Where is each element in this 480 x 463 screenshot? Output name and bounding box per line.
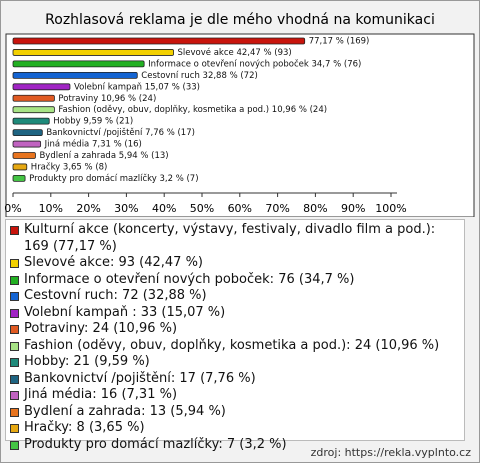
bar [12,49,174,56]
legend-item: Bydlení a zahrada: 13 (5,94 %) [10,404,460,421]
bar [12,129,43,137]
legend-text: Bydlení a zahrada: 13 (5,94 %) [24,403,226,419]
legend-item: Informace o otevření nových poboček: 76 … [10,272,460,289]
bar [12,174,26,182]
legend: Kulturní akce (koncerty, výstavy, festiv… [5,219,465,452]
bar [12,106,55,114]
bar [12,140,42,148]
legend-item: Slevové akce: 93 (42,47 %) [10,255,460,272]
x-tick-label: 100% [375,202,406,215]
bar-label: Hobby 9,59 % (21) [53,117,133,127]
legend-text: Slevové akce: 93 (42,47 %) [24,255,204,270]
legend-swatch [10,440,19,450]
bar-label: Potraviny 10,96 % (24) [58,94,156,104]
bar-label: Volební kampaň 15,07 % (33) [74,81,200,92]
legend-item: Hobby: 21 (9,59 %) [10,354,460,371]
bar-label: Jiná média 7,31 % (16) [44,139,142,150]
bar-label: 77,17 % (169) [309,37,370,47]
bar [12,83,71,91]
bar-label: Cestovní ruch 32,88 % (72) [141,71,258,81]
legend-text: Hobby: 21 (9,59 %) [24,354,150,369]
bar [12,117,50,125]
legend-item: Cestovní ruch: 72 (32,88 %) [10,288,460,305]
bar [12,60,145,68]
legend-item: Bankovnictví /pojištění: 17 (7,76 %) [10,371,460,388]
legend-swatch [10,226,19,235]
bar-label: Bydlení a zahrada 5,94 % (13) [39,151,168,161]
chart-title: Rozhlasová reklama je dle mého vhodná na… [45,12,435,28]
x-tick-label: 20% [76,202,100,215]
legend-item: Volební kampaň : 33 (15,07 %) [10,305,460,322]
x-tick-label: 50% [190,202,214,215]
x-tick-label: 0% [4,202,21,215]
legend-swatch [10,325,19,334]
bar-label: Informace o otevření nových poboček 34,7… [148,58,361,69]
legend-text: Kulturní akce (koncerty, výstavy, festiv… [24,222,436,254]
bar [12,94,55,102]
chart: Rozhlasová reklama je dle mého vhodná na… [4,12,475,217]
legend-item: Hračky: 8 (3,65 %) [10,420,460,437]
legend-text: Informace o otevření nových poboček: 76 … [24,271,355,287]
bar-label: Bankovnictví /pojištění 7,76 % (17) [46,127,195,138]
legend-swatch [10,308,19,318]
x-tick-label: 80% [303,202,327,215]
x-tick-label: 30% [114,202,138,215]
legend-swatch [10,259,19,268]
bar-label: Fashion (oděvy, obuv, doplňky, kosmetika… [58,104,327,115]
legend-text: Volební kampaň : 33 (15,07 %) [24,304,226,320]
legend-swatch [10,275,19,285]
legend-item: Kulturní akce (koncerty, výstavy, festiv… [10,222,460,255]
legend-text: Potraviny: 24 (10,96 %) [24,321,178,336]
legend-text: Produkty pro domácí mazlíčky: 7 (3,2 %) [24,436,287,452]
legend-swatch [10,407,19,417]
bar [12,152,36,159]
x-tick-label: 70% [265,202,289,215]
bar [12,71,138,79]
legend-text: Bankovnictví /pojištění: 17 (7,76 %) [24,370,256,386]
bar [12,163,28,171]
legend-text: Fashion (oděvy, obuv, doplňky, kosmetika… [24,337,440,353]
legend-swatch [10,292,19,301]
source: zdroj: https://rekla.vyplnto.cz [310,446,471,459]
x-tick-label: 40% [152,202,176,215]
legend-text: Jiná média: 16 (7,31 %) [24,387,178,402]
legend-item: Jiná média: 16 (7,31 %) [10,387,460,404]
legend-item: Fashion (oděvy, obuv, doplňky, kosmetika… [10,338,460,355]
legend-text: Cestovní ruch: 72 (32,88 %) [24,288,207,303]
bar [12,37,306,45]
bar-label: Produkty pro domácí mazlíčky 3,2 % (7) [29,173,198,184]
bar-label: Slevové akce 42,47 % (93) [178,47,292,58]
legend-swatch [10,358,19,367]
x-tick-label: 10% [39,202,63,215]
legend-text: Hračky: 8 (3,65 %) [24,420,145,435]
x-tick-label: 90% [341,202,365,215]
legend-item: Produkty pro domácí mazlíčky: 7 (3,2 %) [10,437,460,454]
legend-swatch [10,391,19,400]
legend-swatch [10,341,19,351]
legend-swatch [10,424,19,433]
legend-swatch [10,374,19,384]
legend-item: Potraviny: 24 (10,96 %) [10,321,460,338]
x-tick-label: 60% [228,202,252,215]
bar-label: Hračky 3,65 % (8) [31,161,108,172]
